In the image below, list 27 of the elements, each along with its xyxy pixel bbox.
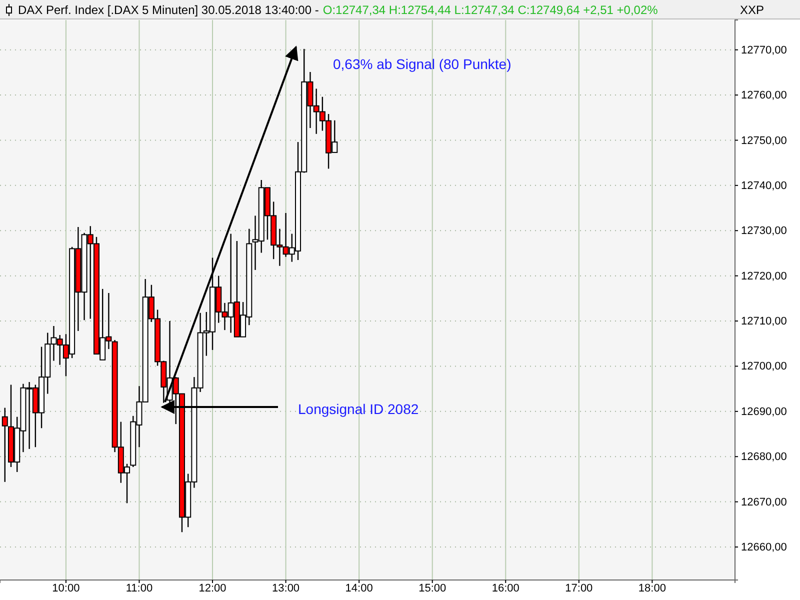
y-tick-label: 12660,00 bbox=[741, 542, 787, 554]
annotation: 0,63% ab Signal (80 Punkte) bbox=[333, 56, 512, 72]
x-tick-label: 10:00 bbox=[52, 582, 80, 594]
x-tick-label: 18:00 bbox=[638, 582, 666, 594]
y-tick-label: 12720,00 bbox=[741, 270, 787, 282]
annotation: Longsignal ID 2082 bbox=[298, 401, 419, 417]
candlestick bbox=[2, 407, 8, 483]
chart-subtitle: O:12747,34 H:12754,44 L:12747,34 C:12749,64 +2,51 +0,02% bbox=[322, 3, 658, 17]
y-tick-label: 12750,00 bbox=[741, 134, 787, 147]
x-tick-label: 15:00 bbox=[418, 582, 446, 594]
y-tick-label: 12670,00 bbox=[741, 496, 787, 508]
x-tick-label: 16:00 bbox=[492, 582, 520, 594]
x-tick-label: 17:00 bbox=[565, 582, 593, 594]
y-tick-label: 12710,00 bbox=[741, 316, 787, 328]
y-tick-label: 12690,00 bbox=[741, 406, 787, 418]
y-tick-label: 12770,00 bbox=[741, 44, 787, 56]
y-tick-label: 12680,00 bbox=[741, 451, 787, 464]
x-tick-label: 11:00 bbox=[126, 582, 153, 594]
x-tick-label: 14:00 bbox=[345, 582, 373, 594]
x-tick-label: 13:00 bbox=[272, 582, 300, 594]
y-tick-label: 12730,00 bbox=[741, 225, 787, 238]
y-tick-label: 12700,00 bbox=[741, 360, 787, 373]
y-tick-label: 12740,00 bbox=[741, 180, 787, 192]
chart-title: DAX Perf. Index [.DAX 5 Minuten] 30.05.2018 13:40:00 - bbox=[18, 3, 319, 17]
y-axis-title: XXP bbox=[740, 3, 764, 17]
x-tick-label: 12:00 bbox=[198, 582, 226, 594]
y-tick-label: 12760,00 bbox=[741, 90, 787, 102]
